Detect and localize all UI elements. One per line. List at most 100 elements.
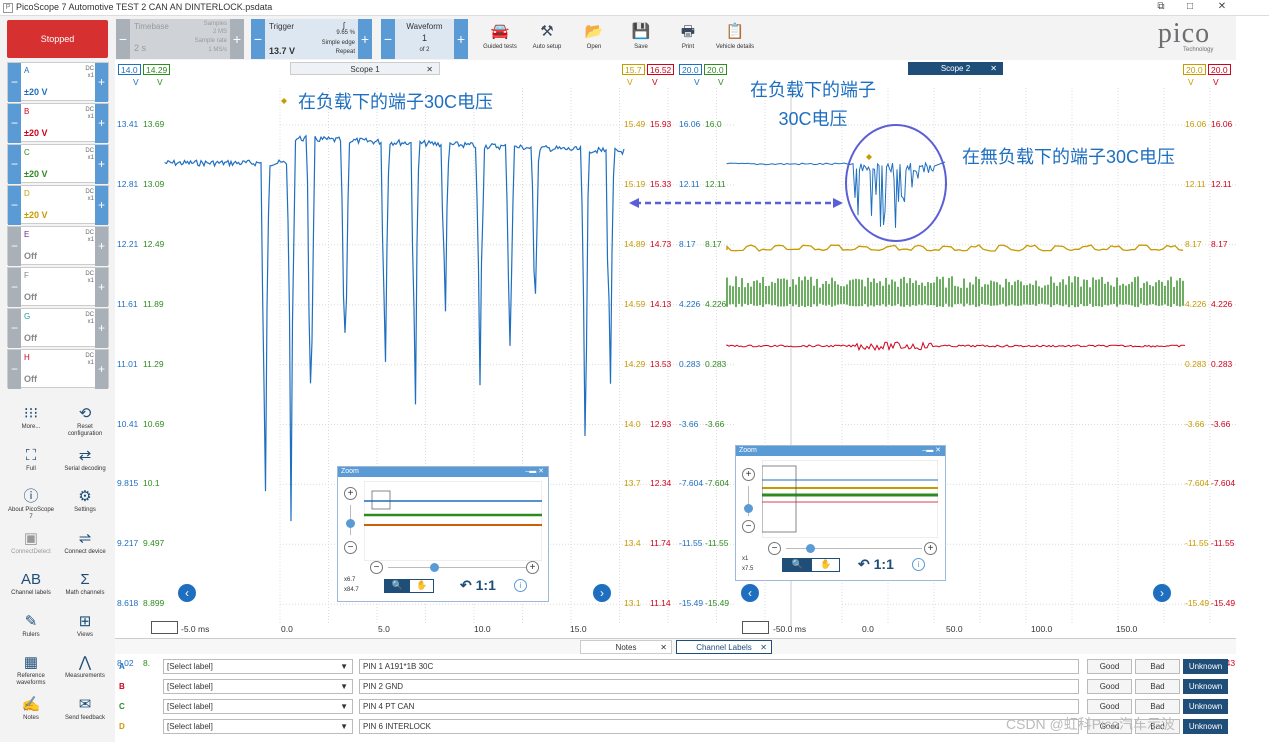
pan-hand-icon[interactable]: ✋ [820,559,832,569]
label-select[interactable]: [Select label] ▼ [163,719,353,734]
slider-thumb[interactable] [806,544,815,553]
slider-thumb[interactable] [346,519,355,528]
channel-e-panel[interactable]: − E DC x1 Off + [7,226,109,266]
full-button[interactable]: ⛶ Full [6,446,56,473]
timebase-increase-button[interactable]: + [230,19,244,59]
scroll-left-button[interactable]: ‹ [741,584,759,602]
channel-range-decrease-button[interactable]: − [8,186,21,225]
horizontal-zoom-slider[interactable] [786,548,922,549]
info-icon[interactable]: i [912,558,925,571]
tab-scope-2[interactable]: Scope 2 ✕ [908,62,1003,75]
send-feedback-button[interactable]: ✉ Send feedback [60,695,110,722]
label-select[interactable]: [Select label] ▼ [163,699,353,714]
bad-button[interactable]: Bad [1135,679,1180,694]
channel-range-increase-button[interactable]: + [95,145,108,184]
ruler-handle[interactable] [742,621,769,634]
label-select[interactable]: [Select label] ▼ [163,659,353,674]
channel-range-decrease-button[interactable]: − [8,309,21,348]
more-button[interactable]: ⁝⁝⁝ More... [6,404,56,431]
channel-range-increase-button[interactable]: + [95,63,108,102]
connect-device-button[interactable]: ⇌ Connect device [60,529,110,556]
serial-decoding-button[interactable]: ⇄ Serial decoding [60,446,110,473]
channel-range-decrease-button[interactable]: − [8,268,21,307]
run-stop-button[interactable]: Stopped [7,20,108,58]
zoom-out-horizontal-button[interactable]: − [768,542,781,555]
magnify-icon[interactable]: 🔍 [783,559,812,571]
maximize-icon[interactable]: □ [1186,1,1194,12]
trigger-decrease-button[interactable]: − [251,19,265,59]
unknown-button[interactable]: Unknown [1183,699,1228,714]
good-button[interactable]: Good [1087,719,1132,734]
guided-tests-button[interactable]: 🚘 Guided tests [475,20,525,50]
about-picoscope-7-button[interactable]: ⓘ About PicoScope 7 [7,488,55,520]
bad-button[interactable]: Bad [1135,719,1180,734]
unknown-button[interactable]: Unknown [1183,719,1228,734]
zoom-in-vertical-button[interactable]: + [344,487,357,500]
zoom-in-horizontal-button[interactable]: + [924,542,937,555]
ruler-handle[interactable] [151,621,178,634]
channel-range-decrease-button[interactable]: − [8,350,21,389]
zoom-in-vertical-button[interactable]: + [742,468,755,481]
horizontal-zoom-slider[interactable] [388,567,528,568]
measurements-button[interactable]: ⋀ Measurements [60,653,110,680]
tab-channel-labels[interactable]: Channel Labels ✕ [676,640,772,654]
unknown-button[interactable]: Unknown [1183,659,1228,674]
reset-zoom-button[interactable]: ↶ 1:1 [460,577,496,593]
zoom-overview-window[interactable]: Zoom –▬ ✕ + − − + x1 x7.5 🔍 ✋ ↶ 1:1 i [735,445,946,581]
channel-range-increase-button[interactable]: + [95,350,108,389]
timebase-decrease-button[interactable]: − [116,19,130,59]
print-button[interactable]: 🖶 Print [663,20,713,50]
channel-f-panel[interactable]: − F DC x1 Off + [7,267,109,307]
zoom-preview[interactable] [364,481,542,561]
channel-a-panel[interactable]: − A DC x1 ±20 V + [7,62,109,102]
label-text-field[interactable]: PIN 4 PT CAN [359,699,1079,714]
channel-range-increase-button[interactable]: + [95,268,108,307]
label-text-field[interactable]: PIN 1 A191*1B 30C [359,659,1079,674]
notes-button[interactable]: ✍ Notes [6,695,56,722]
channel-b-panel[interactable]: − B DC x1 ±20 V + [7,103,109,143]
waveform-previous-button[interactable]: − [381,19,395,59]
zoom-in-horizontal-button[interactable]: + [526,561,539,574]
tab-scope-1[interactable]: Scope 1 ✕ [290,62,440,75]
channel-range-increase-button[interactable]: + [95,104,108,143]
settings-button[interactable]: ⚙ Settings [60,487,110,514]
channel-range-decrease-button[interactable]: − [8,227,21,266]
unknown-button[interactable]: Unknown [1183,679,1228,694]
zoom-out-horizontal-button[interactable]: − [370,561,383,574]
bad-button[interactable]: Bad [1135,699,1180,714]
channel-h-panel[interactable]: − H DC x1 Off + [7,349,109,389]
vehicle-details-button[interactable]: 📋 Vehicle details [710,20,760,50]
channel-range-increase-button[interactable]: + [95,186,108,225]
reset-zoom-button[interactable]: ↶ 1:1 [858,556,894,572]
vertical-zoom-slider[interactable] [748,486,749,516]
scroll-right-button[interactable]: › [1153,584,1171,602]
channel-range-decrease-button[interactable]: − [8,63,21,102]
channel-labels-button[interactable]: AB Channel labels [6,570,56,597]
zoom-out-vertical-button[interactable]: − [742,520,755,533]
rulers-button[interactable]: ✎ Rulers [6,612,56,639]
save-button[interactable]: 💾 Save [616,20,666,50]
scroll-right-button[interactable]: › [593,584,611,602]
good-button[interactable]: Good [1087,659,1132,674]
label-select[interactable]: [Select label] ▼ [163,679,353,694]
auto-setup-button[interactable]: ⚒ Auto setup [522,20,572,50]
trigger-increase-button[interactable]: + [358,19,372,59]
slider-thumb[interactable] [744,504,753,513]
open-button[interactable]: 📂 Open [569,20,619,50]
channel-range-decrease-button[interactable]: − [8,104,21,143]
math-channels-button[interactable]: Σ Math channels [60,570,110,597]
restore-icon[interactable]: ⧉ [1157,1,1165,12]
label-text-field[interactable]: PIN 2 GND [359,679,1079,694]
reset-configuration-button[interactable]: ⟲ Reset configuration [60,404,110,438]
zoom-overview-window[interactable]: Zoom –▬ ✕ + − − + x6.7 x84.7 🔍 ✋ ↶ 1:1 i [337,466,549,602]
connectdetect-button[interactable]: ▣ ConnectDetect [6,529,56,556]
label-text-field[interactable]: PIN 6 INTERLOCK [359,719,1079,734]
info-icon[interactable]: i [514,579,527,592]
scroll-left-button[interactable]: ‹ [178,584,196,602]
good-button[interactable]: Good [1087,699,1132,714]
good-button[interactable]: Good [1087,679,1132,694]
channel-range-increase-button[interactable]: + [95,309,108,348]
zoom-preview[interactable] [762,460,938,538]
channel-range-increase-button[interactable]: + [95,227,108,266]
views-button[interactable]: ⊞ Views [60,612,110,639]
